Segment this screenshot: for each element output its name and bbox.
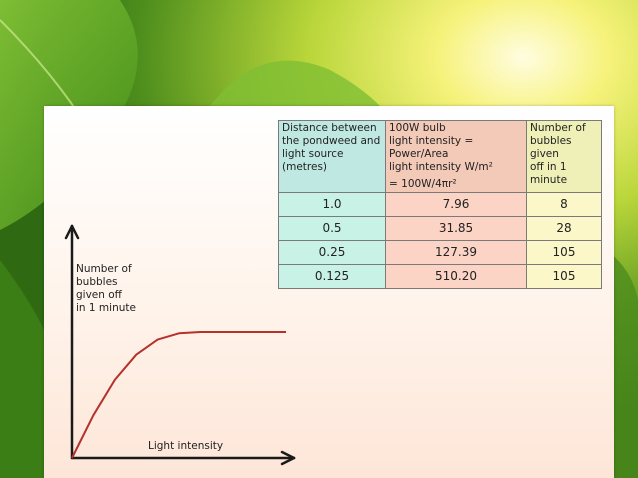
cell-distance: 0.25 xyxy=(278,240,386,265)
y-axis-label: Number of bubbles given off in 1 minute xyxy=(76,263,136,314)
table-row: 1.0 7.96 8 xyxy=(278,192,602,217)
rate-curve-chart xyxy=(64,224,296,466)
chart-axes xyxy=(64,224,296,466)
x-axis-arrow xyxy=(280,450,296,460)
data-table: Distance between the pondweed and light … xyxy=(278,120,602,289)
cell-bubbles: 8 xyxy=(526,192,602,217)
table-row: 0.125 510.20 105 xyxy=(278,264,602,289)
y-axis-arrow xyxy=(70,224,80,240)
cell-intensity: 510.20 xyxy=(385,264,527,289)
header-light-intensity: 100W bulb light intensity = Power/Area l… xyxy=(385,120,527,193)
cell-distance: 0.125 xyxy=(278,264,386,289)
table-header-row: Distance between the pondweed and light … xyxy=(278,120,602,193)
cell-intensity: 7.96 xyxy=(385,192,527,217)
header-distance: Distance between the pondweed and light … xyxy=(278,120,386,193)
header-bubbles: Number of bubbles given off in 1 minute xyxy=(526,120,602,193)
cell-intensity: 31.85 xyxy=(385,216,527,241)
rate-curve xyxy=(71,331,286,459)
x-axis-label: Light intensity xyxy=(148,440,224,452)
y-axis-arrow xyxy=(64,224,74,240)
x-axis-arrow xyxy=(280,456,296,466)
cell-bubbles: 28 xyxy=(526,216,602,241)
cell-distance: 1.0 xyxy=(278,192,386,217)
cell-bubbles: 105 xyxy=(526,264,602,289)
